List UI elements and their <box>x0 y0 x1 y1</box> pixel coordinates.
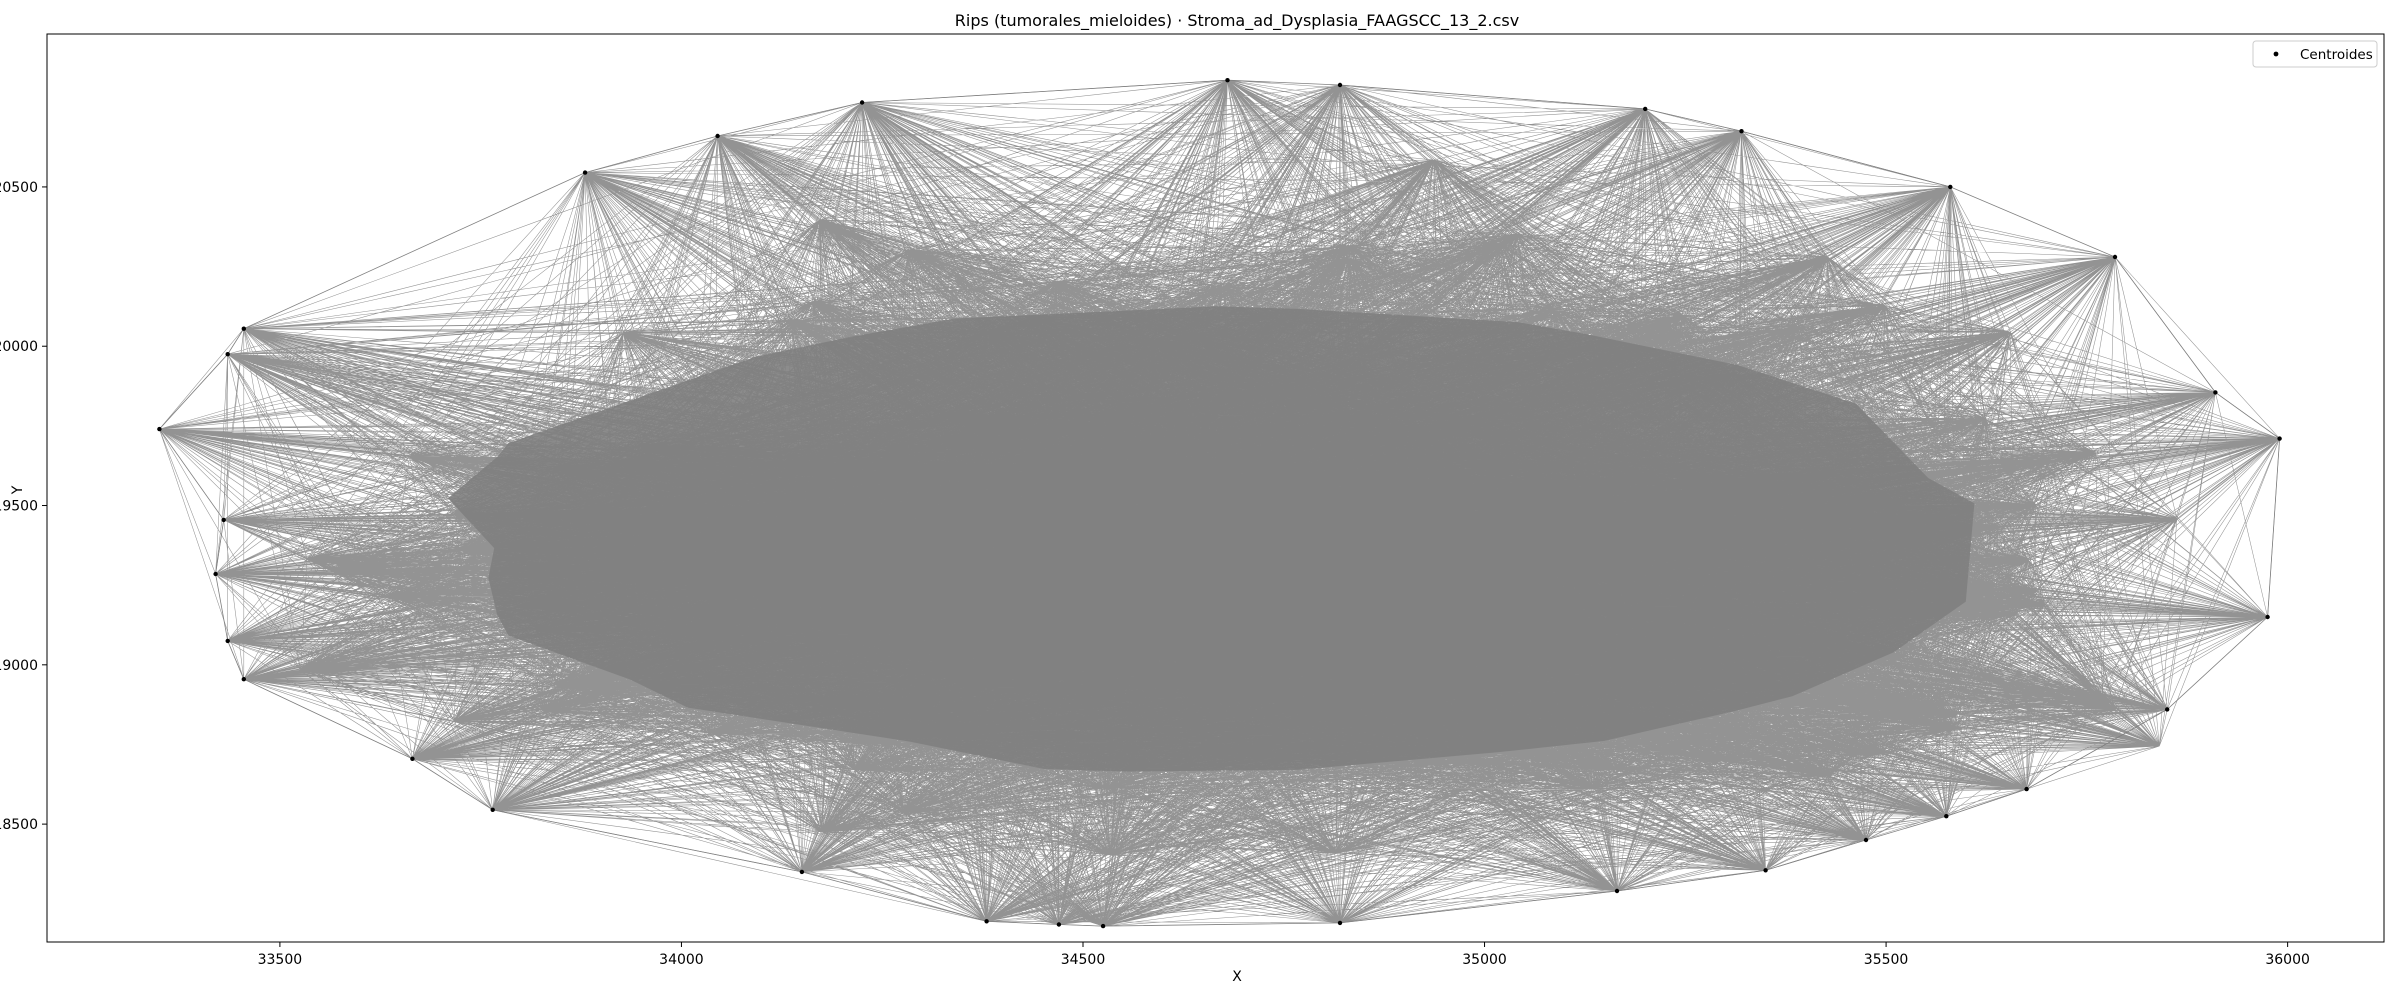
x-tick-label: 34500 <box>1061 952 1106 968</box>
hull-edge-lines <box>159 79 2280 927</box>
centroid-point <box>1225 78 1230 83</box>
centroid-point <box>1763 868 1768 873</box>
y-tick-label: 19500 <box>0 499 38 515</box>
centroid-point <box>225 352 230 357</box>
chart-title: Rips (tumorales_mieloides) · Stroma_ad_D… <box>955 11 1519 31</box>
centroid-point <box>221 517 226 523</box>
centroid-point <box>157 426 162 432</box>
legend-box <box>2252 40 2378 68</box>
centroid-point <box>1643 106 1648 112</box>
centroid-points <box>157 78 2282 929</box>
centroid-point <box>1056 922 1062 927</box>
centroid-point <box>2213 390 2218 395</box>
centroid-point <box>715 133 720 139</box>
centroid-point <box>213 571 218 577</box>
y-tick-label: 20500 <box>0 180 38 196</box>
x-axis-label: X <box>1232 969 1242 985</box>
centroid-point <box>1739 129 1744 134</box>
y-tick-label: 20000 <box>0 339 38 355</box>
centroid-point <box>799 869 805 875</box>
y-tick-label: 19000 <box>0 658 38 674</box>
y-axis-ticks: 18500 19000 19500 20000 20500 <box>0 180 47 833</box>
centroid-point <box>2265 614 2270 620</box>
y-tick-label: 18500 <box>0 817 38 833</box>
axes-frame <box>46 33 2385 943</box>
y-axis-label: Y <box>10 485 26 495</box>
centroid-point <box>410 756 415 761</box>
rips-edges <box>159 79 2280 927</box>
centroid-point <box>2024 786 2029 792</box>
centroid-point <box>582 170 588 175</box>
x-tick-label: 36000 <box>2265 952 2310 968</box>
legend: Centroides <box>2252 40 2378 68</box>
centroid-point <box>1100 923 1106 929</box>
centroid-point <box>241 326 246 331</box>
centroid-point <box>1944 814 1949 819</box>
centroid-point <box>2277 436 2282 441</box>
legend-label: Centroides <box>2300 47 2373 63</box>
centroid-point <box>1863 837 1869 843</box>
centroid-point <box>1337 920 1343 926</box>
centroid-point <box>1948 184 1953 190</box>
centroid-point <box>1614 888 1620 894</box>
dense-edge-core <box>447 306 1975 772</box>
centroid-point <box>490 807 495 812</box>
centroid-point <box>225 638 230 644</box>
centroid-point <box>1337 82 1343 88</box>
centroid-point <box>984 919 989 924</box>
x-tick-label: 35000 <box>1462 952 1507 968</box>
centroid-point <box>241 677 246 682</box>
plot-area <box>157 78 2282 929</box>
centroid-point <box>859 100 865 105</box>
x-axis-ticks: 33500 34000 34500 35000 35500 36000 <box>258 942 2310 968</box>
centroid-point <box>2112 254 2118 260</box>
x-tick-label: 34000 <box>659 952 704 968</box>
x-tick-label: 33500 <box>258 952 303 968</box>
legend-marker <box>2273 51 2279 57</box>
centroid-point <box>2165 707 2170 712</box>
x-tick-label: 35500 <box>1864 952 1909 968</box>
